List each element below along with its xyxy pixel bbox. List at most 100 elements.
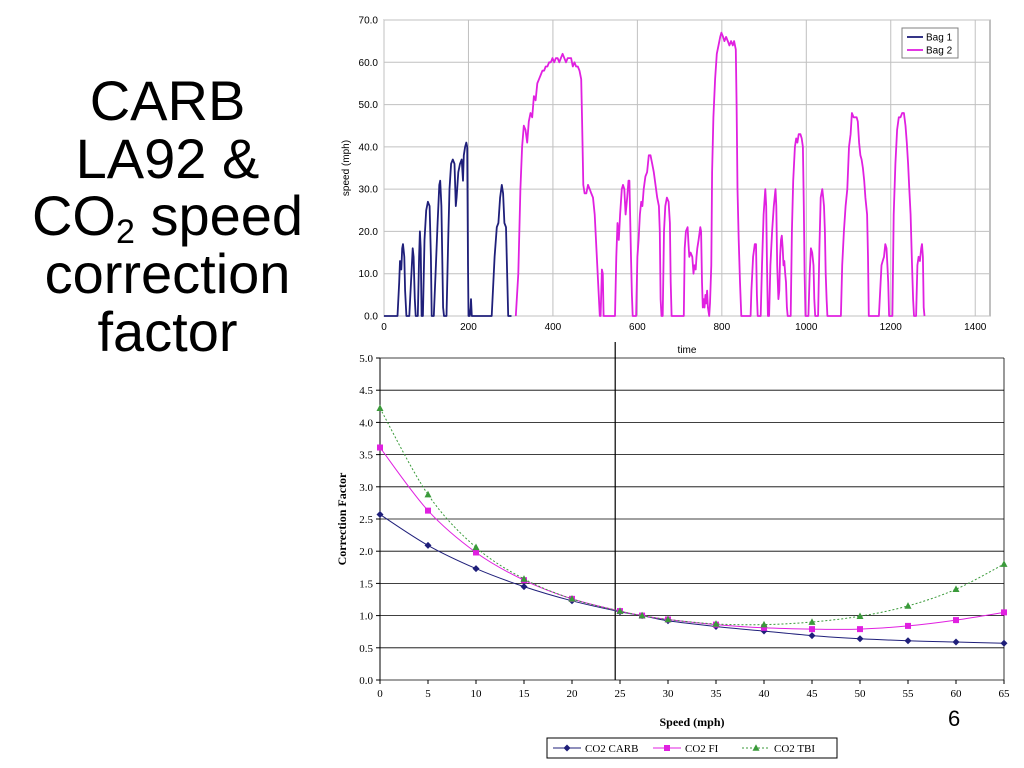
y-tick-label: 0.0 bbox=[359, 675, 373, 687]
data-point-co2-tbi bbox=[760, 620, 768, 628]
data-point-co2-tbi bbox=[952, 585, 960, 592]
legend-entry: Bag 2 bbox=[926, 46, 953, 57]
data-point-co2-carb bbox=[904, 637, 912, 645]
y-tick-label: 2.0 bbox=[359, 546, 373, 558]
data-point-co2-fi bbox=[857, 626, 863, 633]
plot-area bbox=[383, 19, 991, 317]
data-point-co2-fi bbox=[473, 549, 479, 556]
legend-box bbox=[901, 27, 959, 59]
x-tick-label: 1400 bbox=[964, 322, 987, 333]
y-tick-label: 0.5 bbox=[359, 643, 373, 655]
data-point-co2-carb bbox=[376, 510, 384, 518]
slide-title: CARB LA92 & CO2 speed correction factor bbox=[0, 72, 335, 360]
y-tick-label: 5.0 bbox=[359, 353, 373, 365]
title-line-5: factor bbox=[97, 299, 238, 363]
x-tick-label: 40 bbox=[759, 688, 771, 700]
x-tick-label: 15 bbox=[519, 688, 531, 700]
x-tick-label: 25 bbox=[615, 688, 627, 700]
x-tick-label: 400 bbox=[545, 322, 562, 333]
legend-swatch-marker bbox=[752, 744, 760, 751]
data-point-co2-fi bbox=[377, 444, 383, 451]
x-tick-label: 0 bbox=[381, 322, 387, 333]
data-point-co2-tbi bbox=[424, 490, 432, 498]
data-point-co2-carb bbox=[856, 635, 864, 643]
title-subscript-2: 2 bbox=[115, 213, 135, 252]
series-line-co2-tbi bbox=[379, 407, 1005, 626]
data-point-co2-tbi bbox=[712, 620, 720, 627]
data-point-co2-carb bbox=[472, 565, 480, 573]
x-tick-label: 600 bbox=[629, 322, 646, 333]
title-line-2: LA92 & bbox=[75, 126, 260, 190]
series-line-bag-1 bbox=[384, 141, 512, 317]
legend-entry: Bag 1 bbox=[926, 33, 953, 44]
legend: CO2 CARB CO2 FI CO2 TBI bbox=[546, 737, 838, 759]
data-point-co2-carb bbox=[520, 583, 528, 591]
x-tick-label: 30 bbox=[663, 688, 675, 700]
legend-entry: CO2 CARB bbox=[585, 743, 639, 755]
y-tick-label: 4.5 bbox=[359, 385, 373, 397]
x-tick-label: 1000 bbox=[795, 322, 818, 333]
y-tick-label: 3.5 bbox=[359, 450, 373, 462]
y-tick-label: 40.0 bbox=[359, 142, 379, 153]
x-tick-label: 1200 bbox=[880, 322, 903, 333]
y-axis-title: Correction Factor bbox=[335, 472, 349, 565]
data-point-co2-fi bbox=[761, 624, 767, 631]
series-line-co2-fi bbox=[379, 447, 1005, 630]
y-tick-label: 2.5 bbox=[359, 514, 373, 526]
y-tick-label: 20.0 bbox=[359, 227, 379, 238]
x-tick-label: 5 bbox=[425, 688, 431, 700]
legend-swatch-marker bbox=[563, 744, 571, 752]
data-point-co2-tbi bbox=[856, 612, 864, 620]
x-tick-label: 60 bbox=[951, 688, 963, 700]
data-point-co2-tbi bbox=[376, 404, 384, 412]
legend-entry: CO2 TBI bbox=[774, 743, 815, 755]
title-speed: speed bbox=[150, 184, 304, 248]
x-axis-title: Speed (mph) bbox=[659, 715, 724, 729]
x-tick-label: 800 bbox=[713, 322, 730, 333]
speed-trace-chart: 0 200 400 600 800 1000 1200 1400 0.0 10.0 20.0 30.0… bbox=[341, 16, 991, 356]
data-point-co2-tbi bbox=[808, 618, 816, 625]
data-point-co2-carb bbox=[808, 632, 816, 640]
x-tick-label: 35 bbox=[711, 688, 723, 700]
y-tick-label: 70.0 bbox=[359, 16, 379, 27]
x-tick-label: 10 bbox=[471, 688, 483, 700]
x-tick-label: 65 bbox=[999, 688, 1011, 700]
y-tick-label: 1.0 bbox=[359, 611, 373, 623]
data-point-co2-tbi bbox=[568, 595, 576, 602]
title-co: CO bbox=[31, 184, 116, 248]
y-tick-label: 30.0 bbox=[359, 185, 379, 196]
data-point-co2-tbi bbox=[1000, 560, 1008, 567]
y-axis-title: speed (mph) bbox=[341, 140, 352, 196]
data-point-co2-fi bbox=[425, 507, 431, 514]
data-point-co2-fi bbox=[953, 617, 959, 624]
x-tick-label: 45 bbox=[807, 688, 819, 700]
x-axis-title: time bbox=[678, 345, 697, 356]
data-point-co2-carb bbox=[424, 541, 432, 549]
title-line-1: CARB bbox=[89, 69, 246, 132]
y-tick-label: 60.0 bbox=[359, 58, 379, 69]
legend-box bbox=[546, 737, 838, 759]
data-point-co2-tbi bbox=[664, 615, 672, 623]
data-point-co2-tbi bbox=[472, 543, 480, 551]
y-tick-label: 50.0 bbox=[359, 100, 379, 111]
title-line-3: CO2 speed bbox=[0, 184, 335, 249]
x-tick-label: 20 bbox=[567, 688, 579, 700]
y-tick-label: 10.0 bbox=[359, 269, 379, 280]
y-tick-label: 3.0 bbox=[359, 482, 373, 494]
data-point-co2-tbi bbox=[638, 611, 646, 619]
y-tick-label: 4.0 bbox=[359, 417, 373, 429]
x-tick-label: 0 bbox=[377, 688, 383, 700]
data-point-co2-carb bbox=[1000, 639, 1008, 647]
data-point-co2-tbi bbox=[616, 607, 624, 614]
legend-swatch-marker bbox=[664, 745, 670, 751]
page-number: 6 bbox=[948, 706, 961, 731]
x-tick-label: 50 bbox=[855, 688, 867, 700]
y-tick-label: 0.0 bbox=[364, 312, 378, 323]
data-point-co2-carb bbox=[952, 638, 960, 646]
x-tick-label: 200 bbox=[460, 322, 477, 333]
series-line-bag-2 bbox=[514, 31, 926, 317]
y-tick-label: 1.5 bbox=[359, 578, 373, 590]
legend-entry: CO2 FI bbox=[685, 743, 719, 755]
legend: Bag 1 Bag 2 bbox=[901, 27, 959, 59]
